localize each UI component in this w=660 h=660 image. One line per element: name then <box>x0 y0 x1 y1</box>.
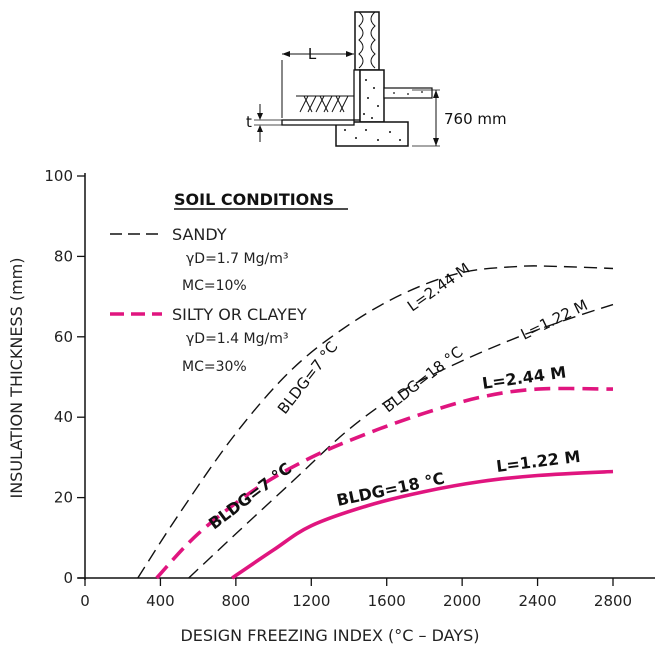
label-silty-bldg7: BLDG=7 °C <box>205 459 295 534</box>
x-tick-label: 0 <box>80 592 90 610</box>
foundation-diagram: L t 760 mm <box>246 11 507 147</box>
dim-L: L <box>308 45 317 63</box>
y-axis-title: INSULATION THICKNESS (mm) <box>7 258 26 499</box>
legend-moisture-silty: MC=30% <box>182 359 247 375</box>
plot-area <box>137 265 614 580</box>
x-tick-label: 2400 <box>518 592 556 610</box>
wall-insulation <box>358 11 376 69</box>
legend-label-silty: SILTY OR CLAYEY <box>172 305 307 324</box>
x-tick-label: 2000 <box>443 592 481 610</box>
label-silty-bldg18: BLDG=18 °C <box>335 468 446 509</box>
axes: 0 400 800 1200 1600 2000 2400 2800 0 20 40 60 80 100… <box>7 167 655 645</box>
y-tick-label: 60 <box>54 328 73 346</box>
x-tick-label: 2800 <box>594 592 632 610</box>
footing <box>335 121 409 147</box>
x-axis-title: DESIGN FREEZING INDEX (°C – DAYS) <box>180 626 479 645</box>
wall <box>354 11 380 71</box>
series-silty-bldg18 <box>231 469 614 580</box>
soil-hatch <box>296 95 354 113</box>
concrete-texture <box>344 79 401 141</box>
y-tick-label: 20 <box>54 489 73 507</box>
series-silty-bldg7 <box>155 386 614 580</box>
horizontal-insulation <box>281 119 355 126</box>
x-tick-label: 1200 <box>292 592 330 610</box>
perimeter-insulation <box>353 69 361 121</box>
y-tick-label: 40 <box>54 408 73 426</box>
legend-label-sandy: SANDY <box>172 225 227 244</box>
y-tick-label: 0 <box>63 569 73 587</box>
legend-density-sandy: γD=1.7 Mg/m³ <box>186 251 288 267</box>
label-silty-l122: L=1.22 M <box>495 447 581 476</box>
x-ticks: 0 400 800 1200 1600 2000 2400 2800 <box>80 578 632 610</box>
series-sandy-bldg7 <box>137 265 614 579</box>
y-tick-label: 100 <box>44 167 73 185</box>
x-tick-label: 400 <box>146 592 175 610</box>
label-sandy-l122: L=1.22 M <box>518 296 591 344</box>
legend: SOIL CONDITIONS SANDY γD=1.7 Mg/m³ MC=10… <box>110 190 348 375</box>
y-tick-label: 80 <box>54 247 73 265</box>
curve-labels: BLDG=7 °C L=2.44 M BLDG=18 °C L=1.22 M B… <box>205 259 591 533</box>
x-tick-label: 800 <box>222 592 251 610</box>
legend-density-silty: γD=1.4 Mg/m³ <box>186 331 288 347</box>
legend-title: SOIL CONDITIONS <box>174 190 334 209</box>
dim-t: t <box>246 113 252 131</box>
y-ticks: 0 20 40 60 80 100 <box>44 167 85 587</box>
legend-moisture-sandy: MC=10% <box>182 278 247 294</box>
floor-slab <box>383 87 433 99</box>
series-sandy-bldg18 <box>188 303 614 579</box>
dim-depth: 760 mm <box>444 110 507 128</box>
x-tick-label: 1600 <box>368 592 406 610</box>
label-sandy-l244: L=2.44 M <box>404 259 473 315</box>
